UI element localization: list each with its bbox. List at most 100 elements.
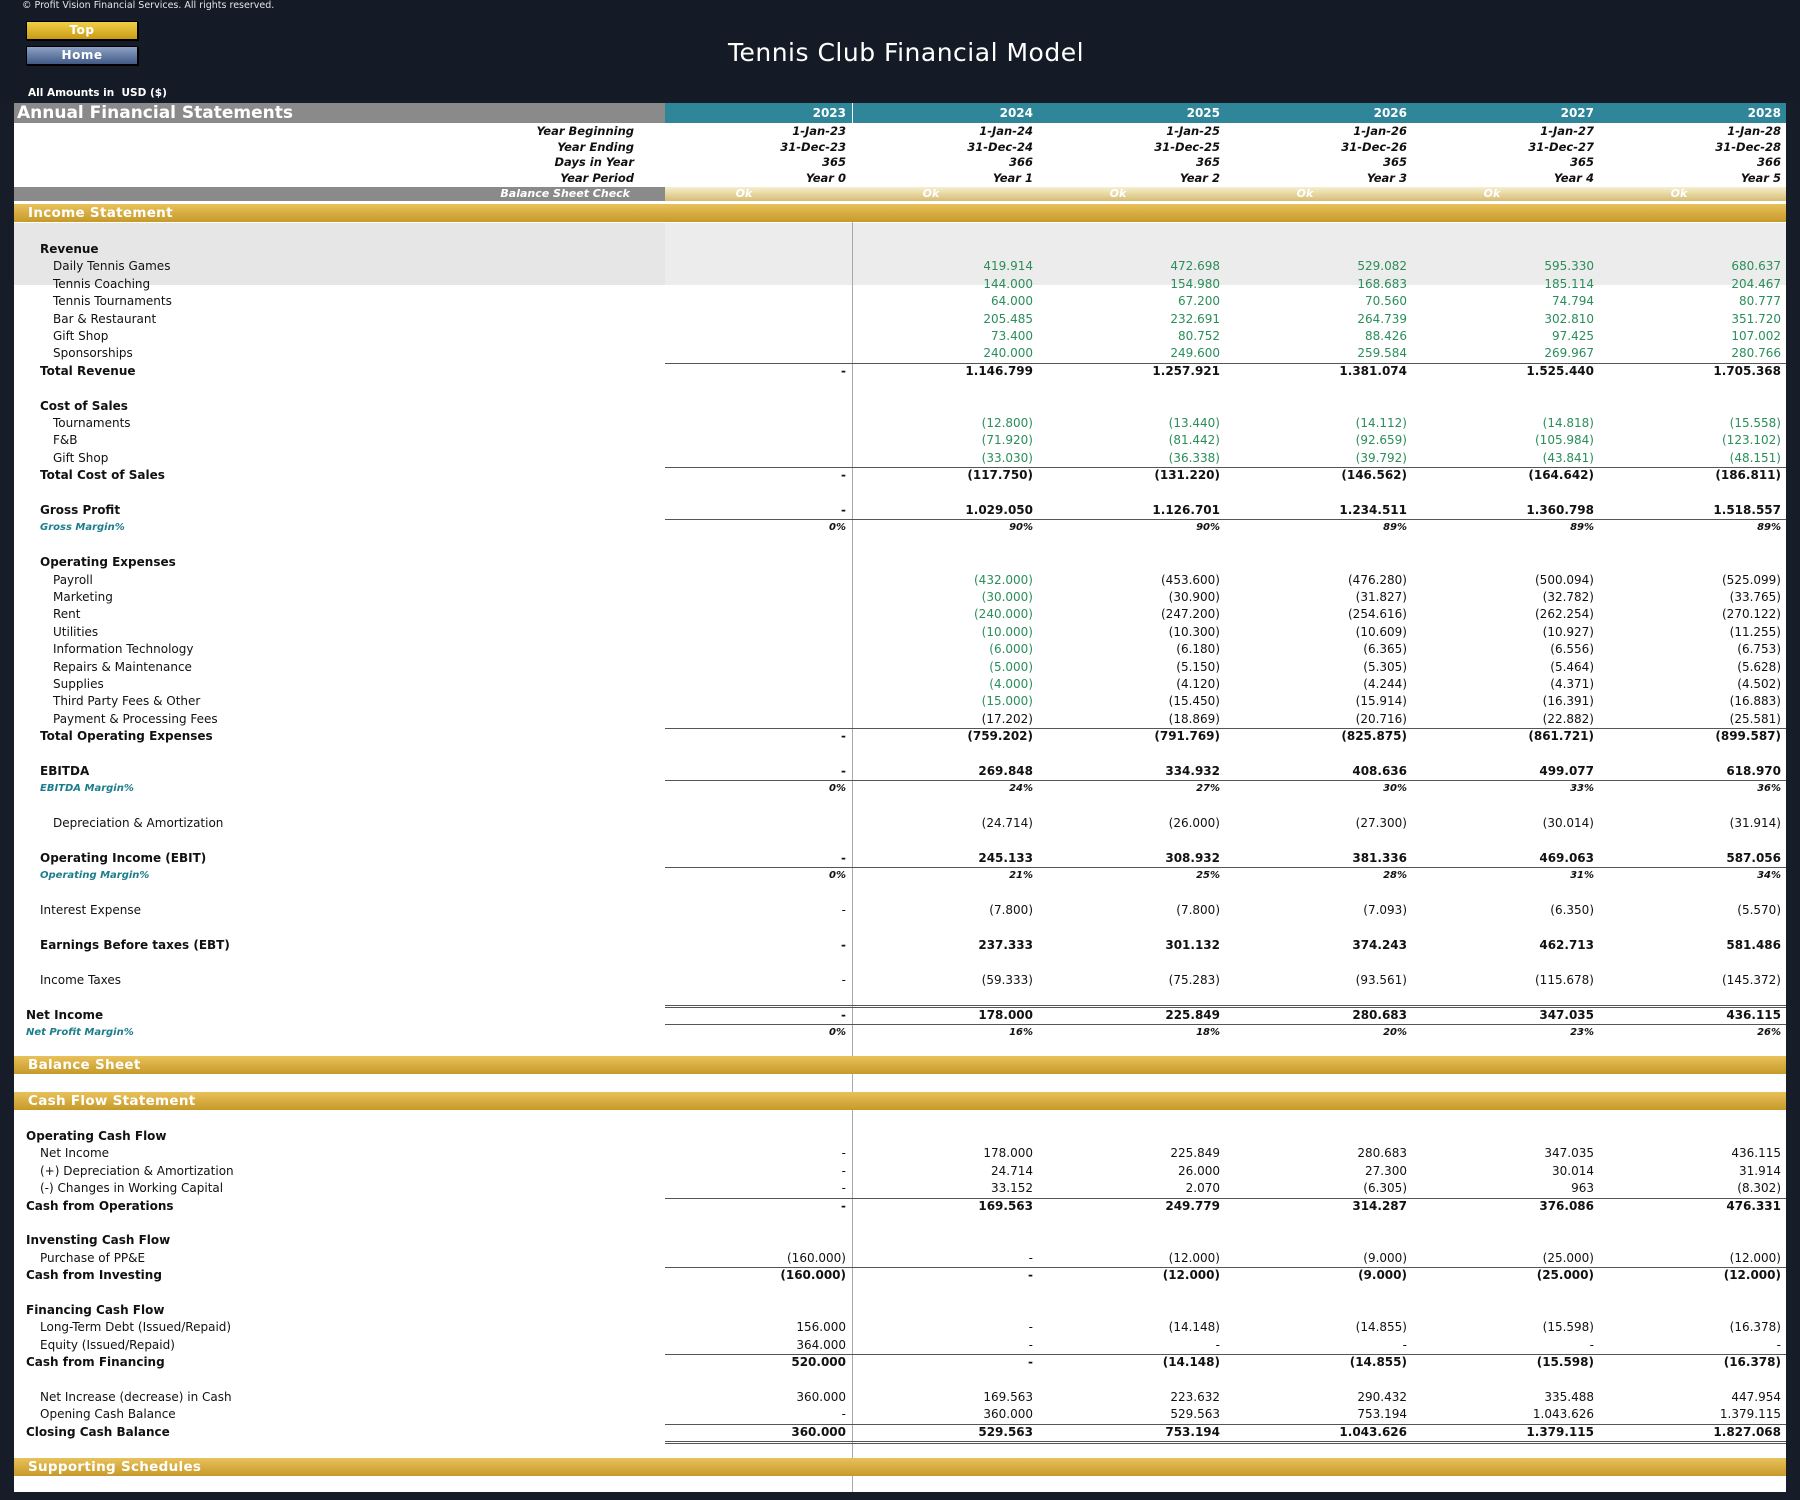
row-label: Utilities [53, 624, 99, 639]
row-value: 31.914 [1739, 1163, 1781, 1178]
row-value: (33.030) [981, 450, 1033, 465]
row-label: Third Party Fees & Other [53, 694, 201, 709]
row-value: (15.598) [1536, 1355, 1594, 1370]
row-value: (31.827) [1355, 590, 1407, 604]
row-value: - [841, 503, 846, 517]
row-value: (262.254) [1535, 607, 1594, 622]
table-row: Operating Expenses [14, 554, 1786, 571]
row-value: (6.753) [1737, 642, 1781, 657]
row-value: 269.848 [978, 764, 1033, 778]
row-label: Total Operating Expenses [40, 729, 213, 744]
row-value: 0% [829, 522, 846, 534]
row-value: 1.705.368 [1713, 363, 1781, 378]
row-value: (9.000) [1363, 1250, 1407, 1265]
row-label: Equity (Issued/Repaid) [40, 1337, 175, 1352]
row-value: - [1028, 1250, 1033, 1265]
row-value: 290.432 [1357, 1390, 1407, 1404]
row-value: 963 [1571, 1181, 1594, 1196]
info-row-value: 1-Jan-23 [792, 124, 846, 138]
table-row: Net Income - 178.000 225.849 280.683 347.035 4… [14, 1007, 1786, 1024]
row-value: (36.338) [1168, 450, 1220, 465]
row-value: (24.714) [981, 816, 1033, 831]
row-value: 1.381.074 [1339, 363, 1407, 378]
row-value: 89% [1383, 522, 1407, 534]
row-value: (25.000) [1542, 1250, 1594, 1265]
table-row: Operating Income (EBIT) - 245.133 308.932 38… [14, 850, 1786, 867]
spacer-row [14, 798, 1786, 815]
row-value: 1.827.068 [1713, 1424, 1781, 1439]
top-button[interactable]: Top [26, 21, 138, 40]
row-value: 80.752 [1178, 329, 1220, 343]
row-value: 168.683 [1357, 276, 1407, 291]
home-button[interactable]: Home [26, 46, 138, 65]
amounts-prefix: All Amounts in [28, 87, 115, 99]
row-value: (16.391) [1542, 694, 1594, 709]
row-value: (92.659) [1355, 433, 1407, 448]
row-value: 249.779 [1165, 1198, 1220, 1213]
row-value: 185.114 [1544, 276, 1594, 291]
row-value: (899.587) [1715, 729, 1781, 744]
info-row-value: 31-Dec-27 [1528, 139, 1594, 154]
info-row-value: 31-Dec-25 [1154, 139, 1220, 154]
row-value: 351.720 [1731, 311, 1781, 326]
row-label: Tennis Coaching [53, 276, 151, 291]
row-value: 36% [1757, 783, 1781, 795]
row-label: Operating Expenses [40, 555, 176, 570]
row-label: Net Income [40, 1146, 110, 1161]
row-value: 1.257.921 [1152, 363, 1220, 378]
row-value: (4.244) [1363, 677, 1407, 691]
table-row: Operating Cash Flow [14, 1128, 1786, 1145]
row-value: 205.485 [983, 311, 1033, 326]
table-row: Cash from Investing (160.000) - (12.000) (9.… [14, 1267, 1786, 1284]
info-row: Year Ending 31-Dec-23 31-Dec-24 31-Dec-25 31… [14, 140, 1786, 155]
row-value: 24.714 [991, 1163, 1033, 1178]
year-header-2025: 2025 [1186, 106, 1220, 120]
row-value: 27% [1196, 783, 1220, 795]
row-value: 90% [1196, 522, 1220, 534]
row-value: 89% [1570, 522, 1594, 534]
table-title: Annual Financial Statements [14, 103, 665, 123]
row-value: 33% [1570, 783, 1594, 795]
row-value: (43.841) [1542, 450, 1594, 465]
row-value: 419.914 [983, 259, 1033, 274]
row-value: 23% [1570, 1027, 1594, 1038]
table-row: Equity (Issued/Repaid) 364.000 - - - - - [14, 1337, 1786, 1354]
row-value: 20% [1383, 1027, 1407, 1038]
row-label: Operating Margin% [40, 870, 150, 882]
row-value: (20.716) [1355, 711, 1407, 726]
table-row: Closing Cash Balance 360.000 529.563 753.19… [14, 1424, 1786, 1441]
row-value: 169.563 [983, 1390, 1033, 1404]
row-value: 73.400 [991, 329, 1033, 343]
row-value: (6.305) [1363, 1181, 1407, 1196]
table-row: Daily Tennis Games 419.914 472.698 529.082 5… [14, 258, 1786, 275]
row-value: 1.029.050 [965, 503, 1033, 517]
table-row: Gross Margin% 0% 90% 90% 89% 89% 89% [14, 519, 1786, 536]
row-value: (22.882) [1542, 711, 1594, 726]
balance-check-status: Ok [735, 187, 753, 200]
row-value: 280.683 [1352, 1007, 1407, 1022]
table-row: Total Revenue - 1.146.799 1.257.921 1.381.07… [14, 363, 1786, 380]
row-value: (26.000) [1168, 816, 1220, 831]
row-value: (7.093) [1363, 903, 1407, 918]
row-value: 364.000 [796, 1337, 846, 1352]
row-value: 64.000 [991, 294, 1033, 309]
row-label: Income Taxes [40, 972, 122, 987]
row-value: (117.750) [967, 468, 1033, 483]
info-row-value: 31-Dec-23 [780, 139, 846, 154]
row-value: - [1215, 1337, 1220, 1352]
row-value: 0% [829, 783, 846, 795]
row-value: - [841, 764, 846, 778]
row-value: (4.000) [989, 677, 1033, 691]
table-row: Financing Cash Flow [14, 1302, 1786, 1319]
row-value: 334.932 [1165, 764, 1220, 778]
row-value: 529.563 [1170, 1407, 1220, 1422]
row-label: EBITDA [40, 764, 90, 778]
row-value: 0% [829, 1027, 846, 1038]
row-value: - [841, 1146, 846, 1161]
balance-check-status: Ok [1670, 187, 1688, 200]
row-label: Revenue [40, 242, 99, 256]
info-row-label: Year Ending [557, 139, 634, 154]
table-row: Supplies (4.000) (4.120) (4.244) (4.371) (4.5… [14, 676, 1786, 693]
row-value: (12.000) [1729, 1250, 1781, 1265]
table-row: Opening Cash Balance - 360.000 529.563 753.1… [14, 1406, 1786, 1423]
